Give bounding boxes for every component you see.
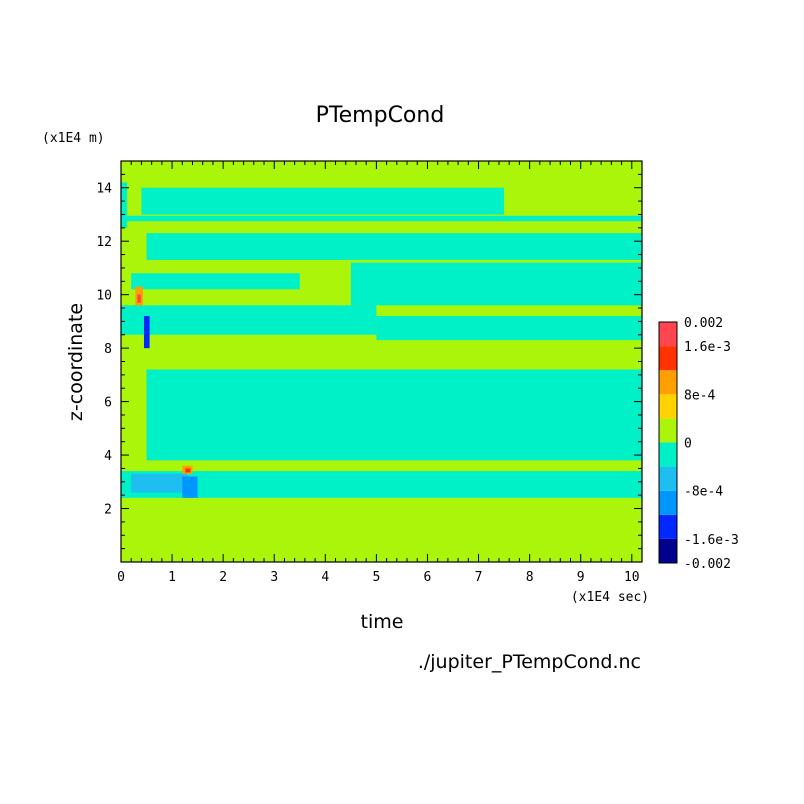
y-tick-label: 8	[104, 342, 112, 357]
colorbar-swatch	[659, 370, 677, 395]
heatmap-region	[131, 273, 300, 290]
x-unit-label: (x1E4 sec)	[571, 590, 649, 605]
colorbar-swatch	[659, 394, 677, 419]
heatmap-region	[127, 215, 643, 222]
colorbar-swatch	[659, 322, 677, 347]
heatmap-region	[182, 476, 198, 498]
heatmap-region	[121, 182, 128, 228]
heatmap-region	[121, 471, 642, 498]
y-axis-label: z-coordinate	[65, 303, 87, 421]
y-tick-label: 4	[104, 449, 112, 464]
colorbar-frame	[658, 321, 678, 564]
x-tick-label: 9	[577, 570, 585, 585]
colorbar-label: 0	[684, 437, 692, 452]
x-tick-label: 10	[624, 570, 640, 585]
plot-area	[120, 160, 643, 563]
heatmap-region	[146, 369, 642, 461]
y-tick-label: 2	[104, 503, 112, 518]
heatmap-region	[350, 262, 642, 306]
x-tick-label: 6	[424, 570, 432, 585]
colorbar-swatch	[659, 442, 677, 467]
x-tick-label: 2	[219, 570, 227, 585]
y-axis: 2 4 6 8 10 12 14	[96, 173, 642, 550]
x-axis: 0 1 2 3 4 5 6 7 8 9 10	[117, 161, 643, 585]
heatmap-region	[143, 316, 150, 349]
chart-title: PTempCond	[316, 103, 445, 128]
y-tick-label: 6	[104, 396, 112, 411]
colorbar-swatch	[659, 538, 677, 563]
colorbar-label: 8e-4	[684, 388, 715, 403]
x-tick-label: 0	[117, 570, 125, 585]
colorbar-label: 0.002	[684, 316, 723, 331]
colorbar-swatch	[659, 418, 677, 443]
heatmap-region	[141, 187, 505, 215]
y-unit-label: (x1E4 m)	[42, 131, 105, 146]
colorbar-label: 1.6e-3	[684, 340, 731, 355]
colorbar-swatch	[659, 514, 677, 539]
heatmap-region	[131, 473, 188, 493]
heatmap-region	[185, 468, 191, 473]
file-label: ./jupiter_PTempCond.nc	[418, 651, 641, 673]
heatmap-region	[121, 305, 377, 335]
x-axis-label: time	[361, 611, 404, 633]
colorbar-swatch	[659, 346, 677, 371]
colorbar-label: -8e-4	[684, 485, 723, 500]
y-tick-label: 14	[96, 182, 112, 197]
colorbar-label: -1.6e-3	[684, 533, 739, 548]
heatmap-region	[146, 233, 642, 260]
x-tick-label: 1	[168, 570, 176, 585]
heatmap-region	[376, 316, 642, 341]
x-tick-label: 7	[475, 570, 483, 585]
colorbar-swatch	[659, 490, 677, 515]
x-tick-label: 8	[526, 570, 534, 585]
x-tick-label: 3	[270, 570, 278, 585]
colorbar-label: -0.002	[684, 557, 731, 572]
x-tick-label: 5	[372, 570, 380, 585]
x-tick-label: 4	[321, 570, 329, 585]
y-tick-label: 12	[96, 235, 112, 250]
heatmap-region	[137, 294, 141, 303]
y-tick-label: 10	[96, 289, 112, 304]
colorbar: 0.002 1.6e-3 8e-4 0 -8e-4 -1.6e-3 -0.002	[658, 316, 739, 572]
colorbar-swatch	[659, 466, 677, 491]
